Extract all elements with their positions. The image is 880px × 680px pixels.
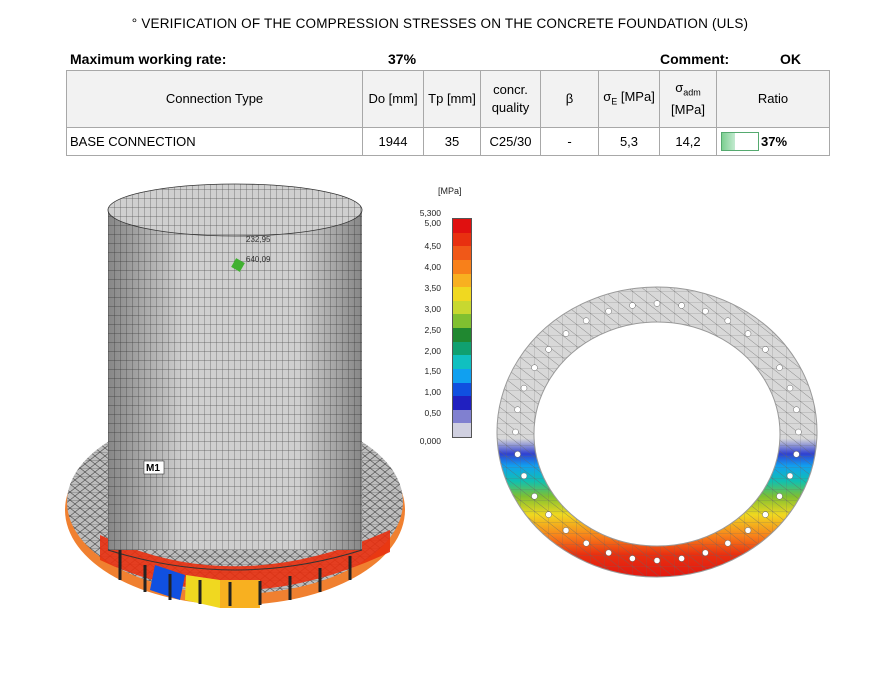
header-sigma-e: σE [MPa] (598, 70, 660, 128)
legend-tick-label: 2,00 (424, 346, 441, 356)
model-annotation-1: 232,95 (246, 235, 271, 244)
legend-tick-label: 0,000 (419, 436, 441, 446)
legend-color-segment (453, 273, 471, 288)
bolt-hole (531, 493, 538, 500)
bolt-hole (678, 302, 685, 309)
bolt-hole (724, 317, 732, 324)
legend-tick-label: 1,00 (424, 387, 441, 397)
header-concrete-quality: concr. quality (480, 70, 541, 128)
bolt-hole (776, 364, 783, 371)
bolt-hole (793, 406, 800, 413)
bolt-hole (744, 330, 752, 337)
comment-label: Comment: (660, 51, 730, 67)
legend-color-segment (453, 396, 471, 410)
legend-tick-label: 4,00 (424, 262, 441, 272)
bolt-hole (702, 549, 709, 557)
legend-color-segment (453, 232, 471, 247)
bolt-hole (795, 428, 802, 436)
legend-color-segment (453, 382, 471, 397)
cell-concrete-quality: C25/30 (480, 127, 541, 156)
bolt-hole (724, 540, 732, 547)
bolt-hole (605, 549, 612, 557)
legend-tick-label: 0,50 (424, 408, 441, 418)
model-annotation-2: 640,09 (246, 255, 271, 264)
max-rate-value: 37% (388, 51, 417, 67)
bolt-hole (562, 330, 570, 337)
legend-tick-label: 5,00 (424, 218, 441, 228)
legend-tick-label: 3,00 (424, 304, 441, 314)
bolt-hole (605, 307, 612, 315)
legend-color-segment (453, 368, 471, 383)
legend-tick-label: 2,50 (424, 325, 441, 335)
legend-unit: [MPa] (438, 186, 462, 196)
ratio-value: 37% (761, 134, 788, 149)
color-legend-bar (452, 218, 472, 438)
bolt-hole (545, 511, 552, 518)
stress-ring-plot (496, 286, 818, 578)
bolt-hole (762, 511, 769, 518)
legend-color-segment (453, 355, 471, 369)
cylinder-3d-model: 232,95 640,09 M1 (65, 183, 405, 608)
bolt-hole (653, 300, 661, 307)
bolt-hole (653, 557, 661, 564)
comment-value: OK (780, 51, 801, 67)
cell-beta: - (540, 127, 599, 156)
header-ratio: Ratio (716, 70, 830, 128)
header-tp: Tp [mm] (423, 70, 481, 128)
legend-color-segment (453, 314, 471, 328)
cell-tp: 35 (423, 127, 481, 156)
bolt-hole (629, 555, 636, 562)
bolt-hole (531, 364, 538, 371)
legend-tick-label: 3,50 (424, 283, 441, 293)
bolt-hole (678, 555, 685, 562)
cell-sigma-e: 5,3 (598, 127, 660, 156)
bolt-hole (520, 472, 528, 480)
page-title: ° VERIFICATION OF THE COMPRESSION STRESS… (131, 16, 749, 31)
cell-do: 1944 (362, 127, 424, 156)
bolt-hole (582, 317, 590, 324)
summary-row: Maximum working rate: 37% Comment: OK (70, 51, 830, 69)
legend-color-segment (453, 423, 471, 437)
bolt-hole (545, 346, 552, 353)
legend-tick-label: 5,300 (419, 208, 441, 218)
bolt-hole (776, 493, 783, 500)
bolt-hole (514, 451, 521, 458)
bolt-hole (512, 428, 519, 436)
max-rate-label: Maximum working rate: (70, 51, 227, 67)
bolt-hole (762, 346, 769, 353)
legend-color-segment (453, 259, 471, 274)
bolt-hole (744, 527, 752, 534)
bolt-hole (793, 451, 800, 458)
bolt-hole (786, 472, 794, 480)
bolt-hole (562, 527, 570, 534)
legend-color-segment (453, 300, 471, 315)
bolt-hole (583, 540, 590, 547)
cell-ratio: 37% (716, 127, 830, 156)
bolt-hole (520, 384, 528, 392)
header-do: Do [mm] (362, 70, 424, 128)
legend-color-segment (453, 341, 471, 356)
header-sigma-adm: σadm [MPa] (659, 70, 717, 128)
bolt-hole (514, 406, 521, 413)
ratio-bar-fill (722, 133, 736, 150)
cell-connection-type: BASE CONNECTION (66, 127, 363, 156)
model-label: M1 (146, 463, 160, 474)
header-connection-type: Connection Type (66, 70, 363, 128)
bolt-hole (629, 302, 636, 309)
legend-color-segment (453, 328, 471, 342)
legend-color-segment (453, 246, 471, 260)
legend-tick-label: 4,50 (424, 241, 441, 251)
verification-table: Connection Type Do [mm] Tp [mm] concr. q… (66, 70, 830, 156)
legend-color-segment (453, 287, 471, 301)
cell-sigma-adm: 14,2 (659, 127, 717, 156)
ratio-bar-track (721, 132, 759, 151)
legend-color-segment (453, 409, 471, 424)
table-row: BASE CONNECTION 1944 35 C25/30 - 5,3 14,… (66, 127, 830, 156)
legend-color-segment (453, 219, 471, 233)
header-beta: β (540, 70, 599, 128)
bolt-hole (786, 384, 794, 392)
bolt-hole (702, 307, 709, 315)
legend-tick-label: 1,50 (424, 366, 441, 376)
